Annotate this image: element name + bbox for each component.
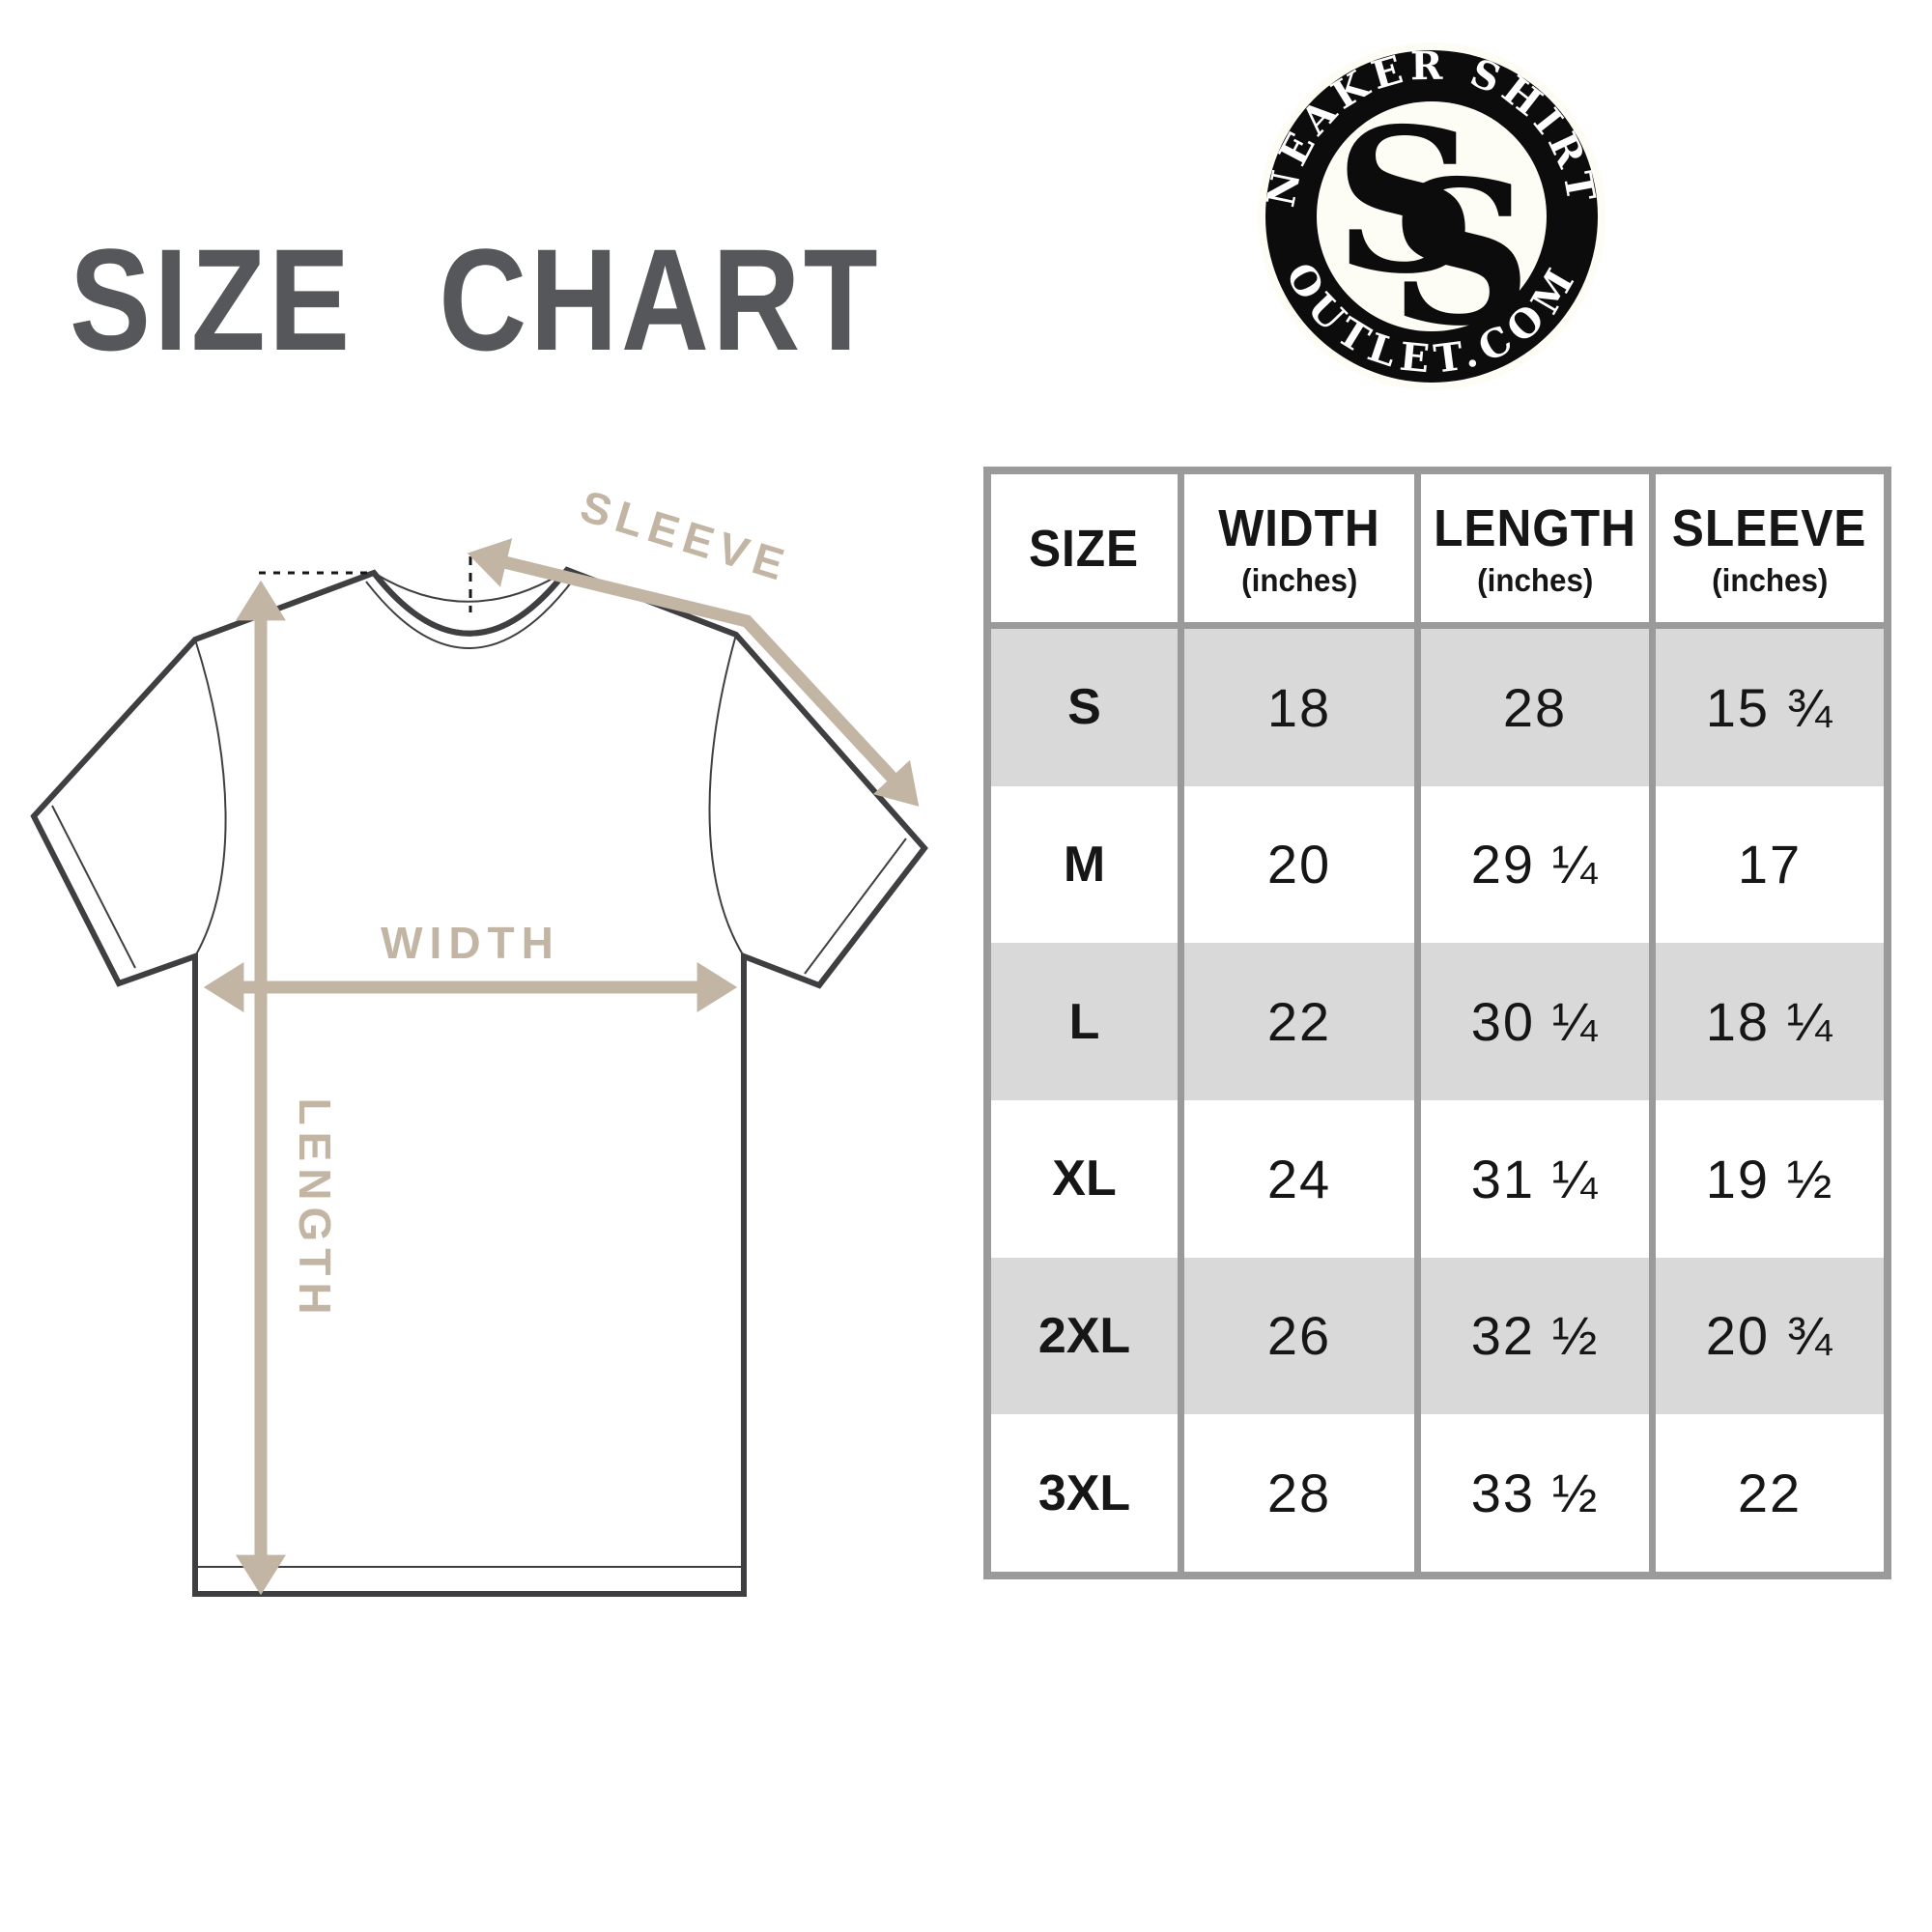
cell-length: 29 ¼ bbox=[1421, 785, 1656, 944]
column-unit-label: (inches) bbox=[1476, 561, 1594, 598]
table-row: S 18 28 15 ¾ bbox=[991, 629, 1884, 786]
cell-width: 18 bbox=[1184, 629, 1421, 786]
width-arrow-label: WIDTH bbox=[381, 918, 560, 968]
cell-size: S bbox=[991, 629, 1184, 786]
cell-length: 31 ¼ bbox=[1421, 1100, 1656, 1258]
cell-length: 28 bbox=[1421, 629, 1656, 786]
tshirt-outline bbox=[30, 566, 928, 1597]
right-cuff-hem bbox=[804, 838, 907, 975]
cell-size: XL bbox=[991, 1100, 1184, 1258]
header-cell-size: SIZE bbox=[991, 474, 1184, 622]
cell-size: 3XL bbox=[991, 1414, 1184, 1572]
header-cell-sleeve: SLEEVE (inches) bbox=[1656, 474, 1884, 622]
column-unit-label: (inches) bbox=[1711, 561, 1829, 598]
cell-width: 26 bbox=[1184, 1257, 1421, 1415]
cell-sleeve: 17 bbox=[1737, 834, 1803, 895]
cell-length: 33 ½ bbox=[1421, 1414, 1656, 1572]
logo-inner-circle bbox=[1317, 101, 1547, 331]
size-table-header-row: SIZE WIDTH (inches) LENGTH (inches) SLEE… bbox=[991, 474, 1884, 629]
cell-size: 2XL bbox=[991, 1257, 1184, 1415]
cell-sleeve: 22 bbox=[1737, 1463, 1803, 1524]
column-unit-label: (inches) bbox=[1240, 561, 1358, 598]
size-table: SIZE WIDTH (inches) LENGTH (inches) SLEE… bbox=[983, 467, 1891, 1579]
cell-sleeve: 18 ¼ bbox=[1656, 943, 1884, 1100]
column-label: LENGTH bbox=[1434, 498, 1636, 557]
sleeve-arrow bbox=[467, 538, 920, 807]
column-label: SIZE bbox=[1029, 519, 1140, 578]
svg-text:S: S bbox=[1389, 138, 1532, 370]
cell-width: 28 bbox=[1184, 1414, 1421, 1572]
column-label: WIDTH bbox=[1218, 498, 1380, 557]
header-cell-width: WIDTH (inches) bbox=[1184, 474, 1421, 622]
sleeve-arrow-label: SLEEVE bbox=[575, 480, 796, 591]
svg-text:S: S bbox=[1334, 86, 1477, 318]
table-row: M 20 29 ¼ 17 bbox=[991, 785, 1884, 944]
left-sleeve-seam bbox=[194, 639, 227, 957]
tshirt-measurement-diagram: WIDTH LENGTH SLEEVE bbox=[0, 464, 976, 1662]
logo-ss-monogram-icon: S S bbox=[1334, 86, 1532, 370]
left-cuff-hem bbox=[51, 805, 136, 969]
table-row: 2XL 26 32 ½ 20 ¾ bbox=[991, 1257, 1884, 1415]
cell-size: L bbox=[991, 943, 1184, 1100]
cell-width: 24 bbox=[1184, 1100, 1421, 1258]
brand-logo-badge-icon: SNEAKER SHIRTS OUTLET.COM S S bbox=[1239, 5, 1605, 390]
cell-sleeve: 15 ¾ bbox=[1656, 629, 1884, 786]
header-cell-length: LENGTH (inches) bbox=[1421, 474, 1656, 622]
cell-sleeve: 19 ½ bbox=[1705, 1148, 1834, 1209]
cell-sleeve: 20 ¾ bbox=[1656, 1257, 1884, 1415]
cell-size: M bbox=[991, 785, 1184, 944]
length-arrow-label: LENGTH bbox=[290, 1097, 340, 1321]
column-label: SLEEVE bbox=[1672, 498, 1867, 557]
page-title: SIZE CHART bbox=[70, 218, 881, 381]
table-row: 3XL 28 33 ½ 22 bbox=[991, 1414, 1884, 1572]
brand-logo: SNEAKER SHIRTS OUTLET.COM S S bbox=[1239, 5, 1607, 392]
cell-width: 20 bbox=[1184, 785, 1421, 944]
cell-length: 30 ¼ bbox=[1421, 943, 1656, 1100]
cell-width: 22 bbox=[1184, 943, 1421, 1100]
table-row: XL 24 31 ¼ 19 ½ bbox=[991, 1100, 1884, 1258]
table-row: L 22 30 ¼ 18 ¼ bbox=[991, 943, 1884, 1100]
cell-length: 32 ½ bbox=[1421, 1257, 1656, 1415]
